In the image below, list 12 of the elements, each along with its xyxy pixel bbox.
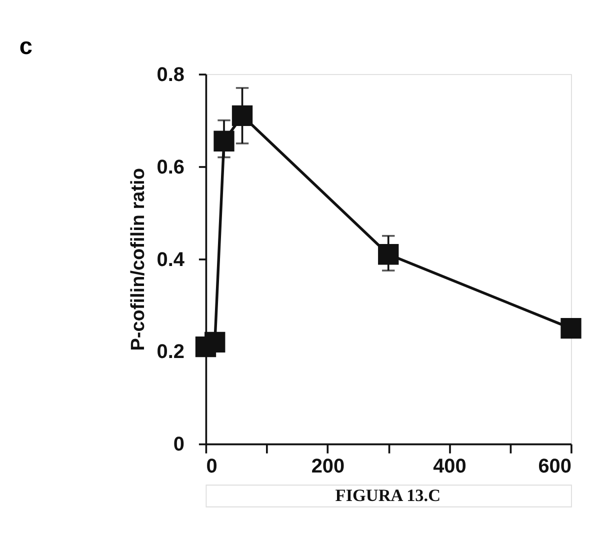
x-tick-label: 200	[311, 455, 345, 478]
y-axis-title: P-cofilin/cofilin ratio	[128, 168, 150, 351]
x-tick-label: 0	[206, 455, 218, 478]
y-tick-label: 0.2	[156, 341, 184, 364]
chart-title: c	[19, 33, 33, 60]
y-tick-label: 0.8	[156, 64, 184, 86]
text: FIGURA 13.C	[335, 486, 441, 505]
x-tick-label: 600	[538, 455, 572, 478]
y-tick-label: 0.4	[156, 248, 184, 271]
y-tick-label: 0	[173, 434, 184, 456]
x-tick-label: 400	[433, 455, 466, 478]
y-tick-label: 0.6	[156, 156, 184, 178]
